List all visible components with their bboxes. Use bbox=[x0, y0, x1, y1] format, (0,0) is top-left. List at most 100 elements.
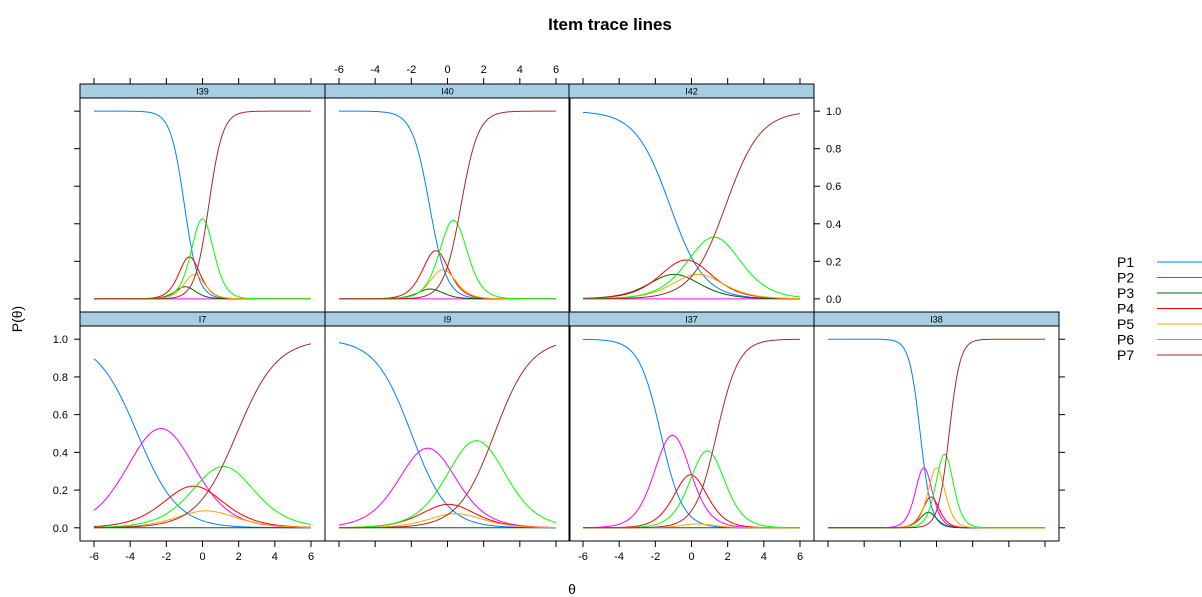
curve-p5-i42 bbox=[583, 274, 800, 298]
chart-title: Item trace lines bbox=[548, 15, 672, 34]
y-tick-label: 0.2 bbox=[53, 485, 68, 497]
y-tick-label: 0.2 bbox=[826, 256, 841, 268]
curve-p4-i39 bbox=[94, 257, 311, 299]
panel-i39: I39 bbox=[80, 84, 325, 312]
x-tick-label: -2 bbox=[406, 64, 416, 76]
panel-frame bbox=[569, 326, 814, 541]
y-tick-label: 0.6 bbox=[826, 181, 841, 193]
curve-p1-i7 bbox=[94, 359, 311, 528]
curve-p2-i37 bbox=[583, 435, 800, 527]
legend-item-p2: P2 bbox=[1117, 270, 1202, 286]
x-tick-label: -4 bbox=[614, 551, 624, 563]
y-tick-label: 0.6 bbox=[53, 410, 68, 422]
x-tick-label: 2 bbox=[725, 551, 731, 563]
x-tick-label: 2 bbox=[481, 64, 487, 76]
curve-p6-i42 bbox=[583, 237, 800, 299]
y-tick-label: 0.8 bbox=[826, 144, 841, 156]
curve-p7-i42 bbox=[583, 114, 800, 299]
panel-strip-label: I42 bbox=[685, 87, 698, 97]
curve-p4-i40 bbox=[339, 251, 556, 299]
panel-i40: I40 bbox=[325, 84, 570, 312]
curve-p6-i38 bbox=[828, 454, 1045, 528]
curve-p3-i39 bbox=[94, 287, 311, 299]
x-tick-label: -6 bbox=[578, 551, 588, 563]
y-tick-label: 1.0 bbox=[53, 334, 68, 346]
curve-p1-i40 bbox=[339, 111, 556, 299]
panel-strip-label: I40 bbox=[441, 87, 454, 97]
curve-p3-i38 bbox=[828, 512, 1045, 528]
y-axis-label: P(θ) bbox=[9, 306, 25, 332]
panel-i38: I38 bbox=[814, 312, 1059, 541]
x-tick-label: -4 bbox=[370, 64, 380, 76]
x-tick-label: 6 bbox=[308, 551, 314, 563]
panel-i7: I7 bbox=[80, 312, 325, 541]
x-tick-label: 4 bbox=[272, 551, 278, 563]
legend-label: P1 bbox=[1117, 254, 1134, 270]
legend-item-p3: P3 bbox=[1117, 285, 1202, 301]
panel-frame bbox=[814, 326, 1059, 541]
curve-p6-i7 bbox=[94, 466, 311, 527]
curve-p1-i37 bbox=[583, 339, 800, 527]
curve-p1-i38 bbox=[828, 339, 1045, 528]
x-tick-label: 2 bbox=[236, 551, 242, 563]
x-tick-label: -6 bbox=[89, 551, 99, 563]
panel-strip-label: I7 bbox=[199, 315, 207, 325]
curve-p3-i42 bbox=[583, 274, 800, 298]
curve-p6-i39 bbox=[94, 219, 311, 299]
legend-item-p7: P7 bbox=[1117, 347, 1202, 363]
curve-p4-i38 bbox=[828, 497, 1045, 528]
curve-p7-i37 bbox=[583, 339, 800, 528]
curve-p1-i39 bbox=[94, 111, 311, 299]
x-tick-label: 0 bbox=[688, 551, 694, 563]
curve-p7-i7 bbox=[94, 344, 311, 528]
legend-item-p1: P1 bbox=[1117, 254, 1202, 270]
x-tick-label: -2 bbox=[161, 551, 171, 563]
x-tick-label: 4 bbox=[517, 64, 523, 76]
curve-p4-i37 bbox=[583, 475, 800, 528]
y-tick-label: 0.0 bbox=[53, 523, 68, 535]
y-tick-label: 1.0 bbox=[826, 106, 841, 118]
curve-p7-i39 bbox=[94, 111, 311, 299]
legend-label: P6 bbox=[1117, 332, 1134, 348]
legend-label: P7 bbox=[1117, 347, 1134, 363]
x-tick-label: 0 bbox=[199, 551, 205, 563]
panel-i9: I9 bbox=[325, 312, 570, 541]
curve-p1-i42 bbox=[583, 112, 800, 298]
panel-i42: I42 bbox=[569, 84, 814, 312]
legend-item-p4: P4 bbox=[1117, 301, 1202, 317]
legend-label: P5 bbox=[1117, 316, 1134, 332]
panels-group: I39 I40 I42 I7 I9 I37 I38 bbox=[80, 84, 1059, 541]
legend-item-p5: P5 bbox=[1117, 316, 1202, 332]
x-tick-label: -4 bbox=[125, 551, 135, 563]
x-tick-label: 6 bbox=[797, 551, 803, 563]
curve-p6-i37 bbox=[583, 451, 800, 528]
y-tick-label: 0.8 bbox=[53, 372, 68, 384]
panel-frame bbox=[80, 326, 325, 541]
panel-strip-label: I37 bbox=[685, 315, 698, 325]
y-tick-label: 0.0 bbox=[826, 294, 841, 306]
x-tick-label: 6 bbox=[553, 64, 559, 76]
curve-p4-i9 bbox=[339, 504, 556, 527]
panel-strip-label: I38 bbox=[930, 315, 943, 325]
curve-p2-i9 bbox=[339, 448, 556, 527]
legend-label: P2 bbox=[1117, 270, 1134, 286]
panel-i37: I37 bbox=[569, 312, 814, 541]
legend-item-p6: P6 bbox=[1117, 332, 1202, 348]
legend-label: P3 bbox=[1117, 285, 1134, 301]
curve-p7-i40 bbox=[339, 111, 556, 299]
panel-strip-label: I9 bbox=[444, 315, 452, 325]
x-axis-label: θ bbox=[568, 581, 576, 597]
x-tick-label: 4 bbox=[761, 551, 767, 563]
x-tick-label: -6 bbox=[334, 64, 344, 76]
panel-strip-label: I39 bbox=[196, 87, 209, 97]
panel-frame bbox=[325, 98, 570, 312]
y-tick-label: 0.4 bbox=[53, 447, 68, 459]
panel-frame bbox=[325, 326, 570, 541]
curve-p7-i38 bbox=[828, 339, 1045, 528]
x-tick-label: 0 bbox=[444, 64, 450, 76]
curve-p6-i40 bbox=[339, 220, 556, 299]
curve-p3-i40 bbox=[339, 289, 556, 299]
y-tick-label: 0.4 bbox=[826, 219, 841, 231]
